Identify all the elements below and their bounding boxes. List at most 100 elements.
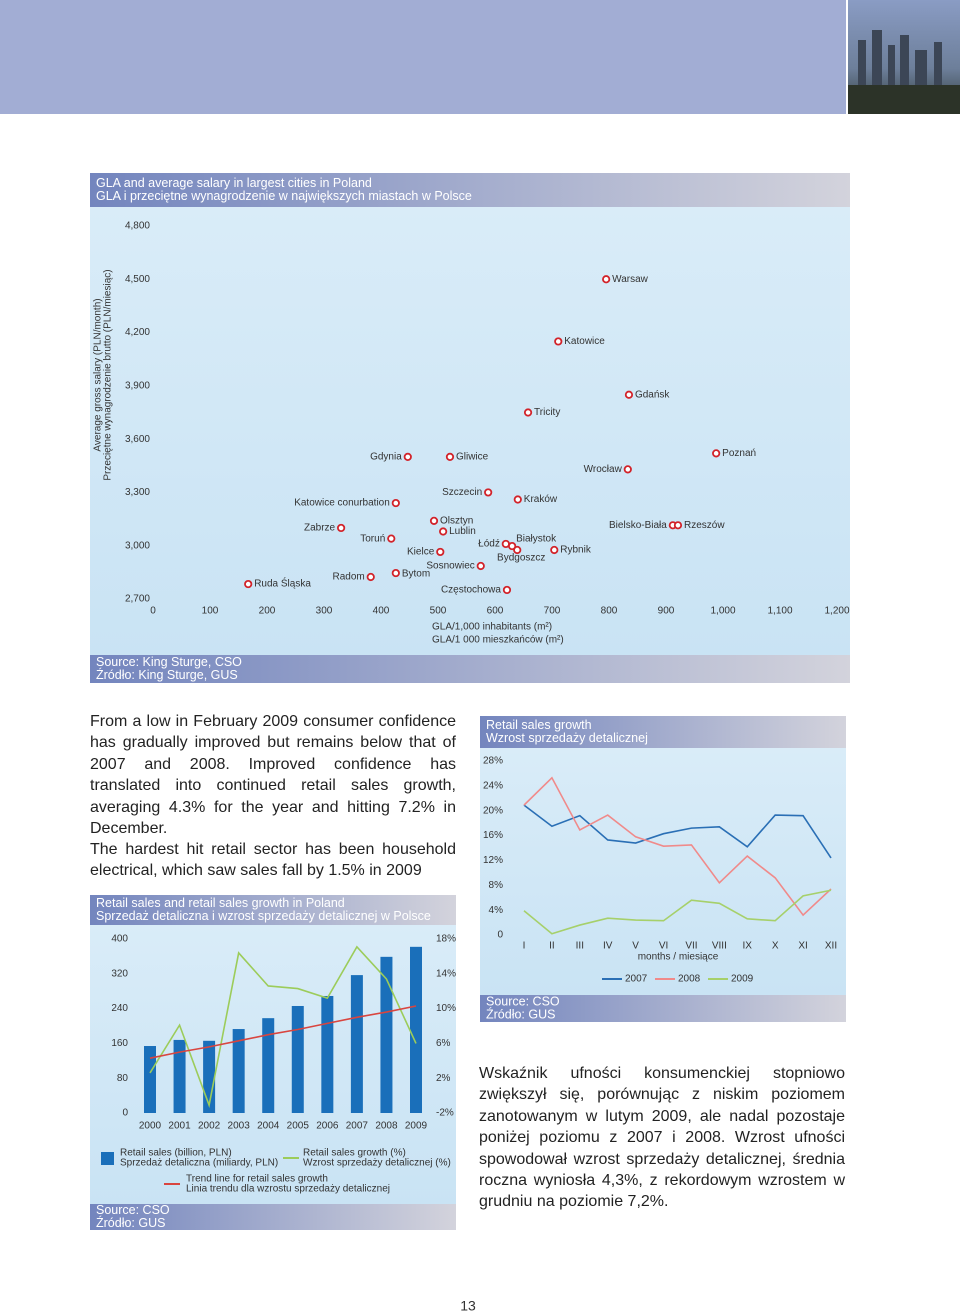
x-tick-label: 2000 <box>139 1121 162 1132</box>
title-band <box>480 716 846 748</box>
data-point <box>476 561 485 571</box>
legend-label: 2008 <box>678 974 701 985</box>
source-line: Źródło: GUS <box>486 1006 555 1021</box>
point-label: Bielsko-Biała <box>609 520 667 531</box>
bar <box>410 946 422 1113</box>
y-tick-label: 4% <box>489 905 504 916</box>
point-label: Łódź <box>478 539 500 550</box>
point-label: Kielce <box>407 547 435 558</box>
y2-tick-label: 18% <box>436 934 456 945</box>
point-label: Zabrze <box>304 523 336 534</box>
point-label: Katowice conurbation <box>294 498 390 509</box>
y2-tick-label: -2% <box>436 1108 454 1119</box>
paragraph: From a low in February 2009 consumer con… <box>90 713 456 838</box>
point-label: Sosnowiec <box>426 561 474 572</box>
source-line: Source: CSO <box>486 994 560 1008</box>
y-axis-label: Przeciętne wynagrodzenie brutto (PLN/mie… <box>103 269 114 480</box>
header-band <box>0 0 846 114</box>
point-label: Poznań <box>722 448 756 459</box>
x-tick-label: 2007 <box>346 1121 369 1132</box>
point-label: Częstochowa <box>441 585 501 596</box>
point-label: Toruń <box>360 533 385 544</box>
y-tick-label: 240 <box>111 1003 128 1014</box>
plot-background <box>90 207 850 655</box>
source-line: Source: King Sturge, CSO <box>96 655 242 669</box>
data-point <box>513 495 522 504</box>
point-label: Bydgoszcz <box>497 553 545 564</box>
title-line: Retail sales and retail sales growth in … <box>96 896 345 910</box>
data-point <box>550 545 559 555</box>
title-line: Wzrost sprzedaży detalicznej <box>486 731 648 745</box>
y2-tick-label: 6% <box>436 1038 451 1049</box>
y-tick-label: 24% <box>483 780 503 791</box>
legend-label: Retail sales (billion, PLN) <box>120 1148 232 1159</box>
y-tick-label: 0 <box>122 1108 128 1119</box>
bar <box>262 1018 275 1113</box>
point-label: Gdańsk <box>635 389 670 400</box>
y-axis-label: Average gross salary (PLN/month) <box>93 298 104 451</box>
data-point <box>436 547 445 557</box>
data-point <box>602 275 611 284</box>
point-label: Bytom <box>402 569 430 580</box>
bar <box>144 1046 156 1113</box>
y-tick-label: 160 <box>111 1038 128 1049</box>
y-tick-label: 8% <box>489 880 504 891</box>
y-tick-label: 3,600 <box>125 434 150 445</box>
x-axis-label: GLA/1,000 inhabitants (m²) <box>432 622 552 633</box>
x-tick-label: I <box>523 941 526 952</box>
x-tick-label: VII <box>685 941 697 952</box>
data-point <box>445 452 455 462</box>
point-label: Kraków <box>524 494 558 505</box>
point-label: Gdynia <box>370 452 402 463</box>
title-band <box>90 655 850 683</box>
paragraph: The hardest hit retail sector has been h… <box>90 841 456 880</box>
x-tick-label: X <box>772 941 779 952</box>
page-number: 13 <box>460 1298 476 1314</box>
x-tick-label: III <box>576 941 584 952</box>
y2-tick-label: 14% <box>436 968 456 979</box>
source-line: Source: CSO <box>96 1203 170 1217</box>
point-label: Białystok <box>516 534 557 545</box>
data-point <box>484 488 493 497</box>
y-tick-label: 4,200 <box>125 327 150 338</box>
title-band <box>90 173 850 207</box>
paragraph: Wskaźnik ufności konsumenckiej stopniowo… <box>479 1065 845 1211</box>
data-point <box>502 585 512 595</box>
data-point <box>523 408 533 417</box>
y-tick-label: 320 <box>111 968 128 979</box>
data-point <box>391 498 400 508</box>
x-tick-label: 2006 <box>316 1121 339 1132</box>
x-tick-label: 700 <box>544 606 561 617</box>
point-label: Lublin <box>449 526 476 537</box>
legend-label: Linia trendu dla wzrostu sprzedaży detal… <box>186 1184 390 1195</box>
y-tick-label: 12% <box>483 855 503 866</box>
bar <box>380 956 393 1113</box>
x-tick-label: XII <box>825 941 837 952</box>
data-point <box>387 534 396 543</box>
data-point <box>673 521 683 530</box>
x-tick-label: 300 <box>316 606 333 617</box>
y-tick-label: 3,900 <box>125 380 150 391</box>
x-tick-label: 2008 <box>375 1121 398 1132</box>
x-tick-label: 100 <box>202 606 219 617</box>
y-tick-label: 80 <box>117 1073 129 1084</box>
x-tick-label: 2003 <box>228 1121 251 1132</box>
y-tick-label: 3,300 <box>125 487 150 498</box>
series-line <box>149 1005 417 1059</box>
y2-tick-label: 10% <box>436 1003 456 1014</box>
data-point <box>366 572 375 582</box>
legend-label: 2009 <box>731 974 754 985</box>
y-tick-label: 4,500 <box>125 274 150 285</box>
x-tick-label: 1,100 <box>767 606 792 617</box>
legend-label: 2007 <box>625 974 648 985</box>
x-tick-label: IV <box>603 941 613 952</box>
data-point <box>429 516 439 525</box>
point-label: Szczecin <box>442 487 482 498</box>
point-label: Olsztyn <box>440 515 473 526</box>
title-band <box>90 895 456 925</box>
point-label: Radom <box>332 572 364 583</box>
x-axis-label: months / miesiące <box>638 952 719 963</box>
data-point <box>554 337 563 346</box>
data-point <box>624 390 634 399</box>
